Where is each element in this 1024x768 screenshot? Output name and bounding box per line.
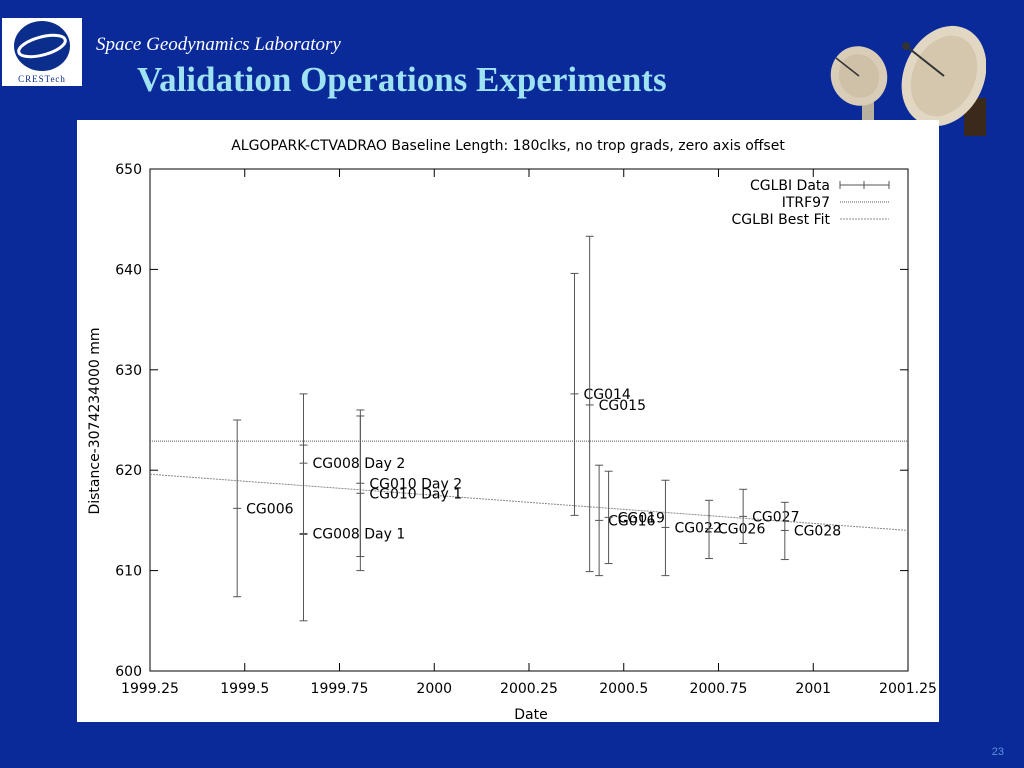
data-point-label: CG015 bbox=[599, 398, 646, 414]
data-point-label: CG016 bbox=[608, 513, 655, 529]
y-tick-label: 620 bbox=[115, 463, 142, 479]
data-point-label: CG010 Day 2 bbox=[369, 476, 462, 492]
y-tick-label: 630 bbox=[115, 363, 142, 379]
data-point-label: CG010 Day 1 bbox=[369, 486, 462, 502]
legend-label: CGLBI Data bbox=[750, 178, 830, 194]
data-point-label: CG022 bbox=[674, 520, 721, 536]
data-point-label: CG026 bbox=[718, 521, 765, 537]
x-axis-label: Date bbox=[514, 707, 547, 722]
x-tick-label: 2000.75 bbox=[690, 681, 748, 697]
x-tick-label: 1999.25 bbox=[121, 681, 179, 697]
lab-name: Space Geodynamics Laboratory bbox=[96, 34, 341, 55]
data-point-label: CG014 bbox=[583, 387, 630, 403]
x-tick-label: 2000 bbox=[416, 681, 452, 697]
crestech-logo: CRESTech bbox=[2, 18, 82, 86]
data-point-label: CG008 Day 1 bbox=[312, 526, 405, 542]
x-tick-label: 2000.25 bbox=[500, 681, 558, 697]
data-point-label: CG027 bbox=[752, 509, 799, 525]
x-tick-label: 1999.5 bbox=[220, 681, 269, 697]
y-axis-label: Distance-3074234000 mm bbox=[87, 327, 103, 514]
chart-title: ALGOPARK-CTVADRAO Baseline Length: 180cl… bbox=[231, 138, 785, 154]
y-tick-label: 640 bbox=[115, 262, 142, 278]
logo-text: CRESTech bbox=[18, 74, 66, 84]
best-fit-line bbox=[149, 473, 909, 531]
x-tick-label: 2001 bbox=[795, 681, 831, 697]
page-number: 23 bbox=[991, 746, 1004, 758]
plot-frame bbox=[149, 168, 909, 672]
slide-title: Validation Operations Experiments bbox=[137, 60, 667, 99]
chart-panel: ALGOPARK-CTVADRAO Baseline Length: 180cl… bbox=[77, 120, 939, 723]
y-tick-label: 650 bbox=[115, 162, 142, 178]
data-point-label: CG019 bbox=[618, 510, 665, 526]
baseline-chart: ALGOPARK-CTVADRAO Baseline Length: 180cl… bbox=[87, 138, 937, 723]
y-tick-label: 610 bbox=[115, 564, 142, 580]
x-tick-label: 2001.25 bbox=[879, 681, 937, 697]
legend-label: CGLBI Best Fit bbox=[732, 212, 831, 228]
data-point-label: CG006 bbox=[246, 501, 293, 517]
x-tick-label: 1999.75 bbox=[311, 681, 369, 697]
data-point-label: CG008 Day 2 bbox=[312, 456, 405, 472]
data-point-label: CG028 bbox=[794, 523, 841, 539]
y-tick-label: 600 bbox=[115, 664, 142, 680]
x-tick-label: 2000.5 bbox=[599, 681, 648, 697]
radio-telescope-image bbox=[826, 18, 987, 136]
legend-label: ITRF97 bbox=[782, 195, 830, 211]
